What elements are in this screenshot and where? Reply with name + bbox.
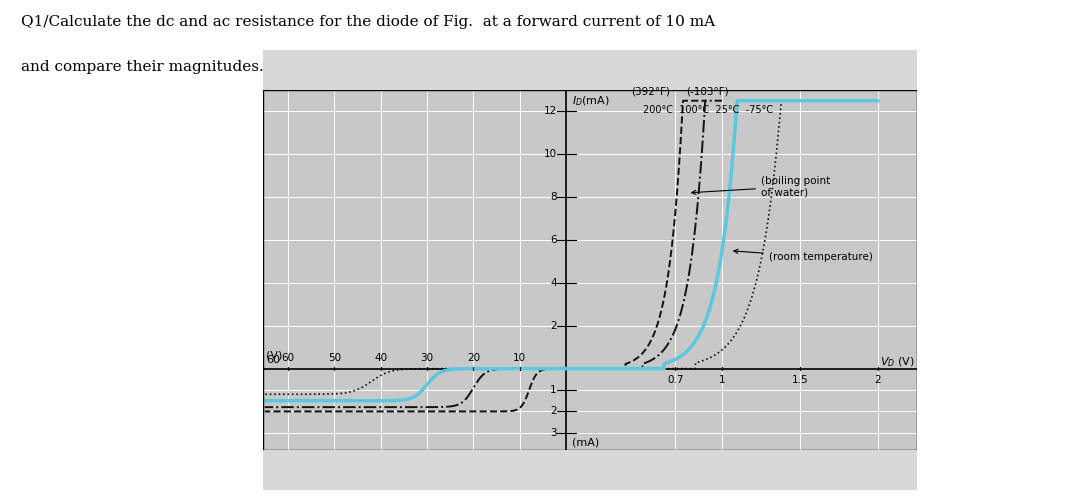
- Text: and compare their magnitudes.: and compare their magnitudes.: [21, 60, 264, 74]
- Text: (mA): (mA): [572, 438, 599, 448]
- Text: 2: 2: [550, 406, 557, 416]
- Text: 1: 1: [550, 385, 557, 395]
- Text: 30: 30: [420, 352, 433, 362]
- Text: $V_D$ (V): $V_D$ (V): [880, 355, 915, 368]
- Text: 1: 1: [718, 375, 726, 385]
- Text: 8: 8: [550, 192, 557, 202]
- Text: 1.5: 1.5: [791, 375, 808, 385]
- Text: 200°C  100°C  25°C  -75°C: 200°C 100°C 25°C -75°C: [642, 105, 773, 115]
- Text: 60: 60: [266, 354, 280, 364]
- Text: (-103°F): (-103°F): [686, 86, 729, 97]
- Text: 60: 60: [281, 352, 295, 362]
- Text: 10: 10: [544, 150, 557, 160]
- Text: 20: 20: [467, 352, 480, 362]
- Text: 10: 10: [513, 352, 526, 362]
- Text: (boiling point
of water): (boiling point of water): [691, 176, 830, 197]
- Text: (room temperature): (room temperature): [733, 249, 873, 262]
- Text: 0.7: 0.7: [667, 375, 684, 385]
- Text: 3: 3: [550, 428, 557, 438]
- Text: 50: 50: [328, 352, 341, 362]
- Text: (V): (V): [266, 350, 282, 360]
- Text: 2: 2: [875, 375, 881, 385]
- Text: 6: 6: [550, 235, 557, 245]
- Text: 12: 12: [544, 106, 557, 117]
- Text: Q1/Calculate the dc and ac resistance for the diode of Fig.  at a forward curren: Q1/Calculate the dc and ac resistance fo…: [21, 15, 716, 29]
- Text: 40: 40: [374, 352, 387, 362]
- Text: $I_D$(mA): $I_D$(mA): [572, 94, 610, 108]
- Text: 2: 2: [550, 320, 557, 330]
- Text: 4: 4: [550, 278, 557, 288]
- Text: (392°F): (392°F): [630, 86, 670, 97]
